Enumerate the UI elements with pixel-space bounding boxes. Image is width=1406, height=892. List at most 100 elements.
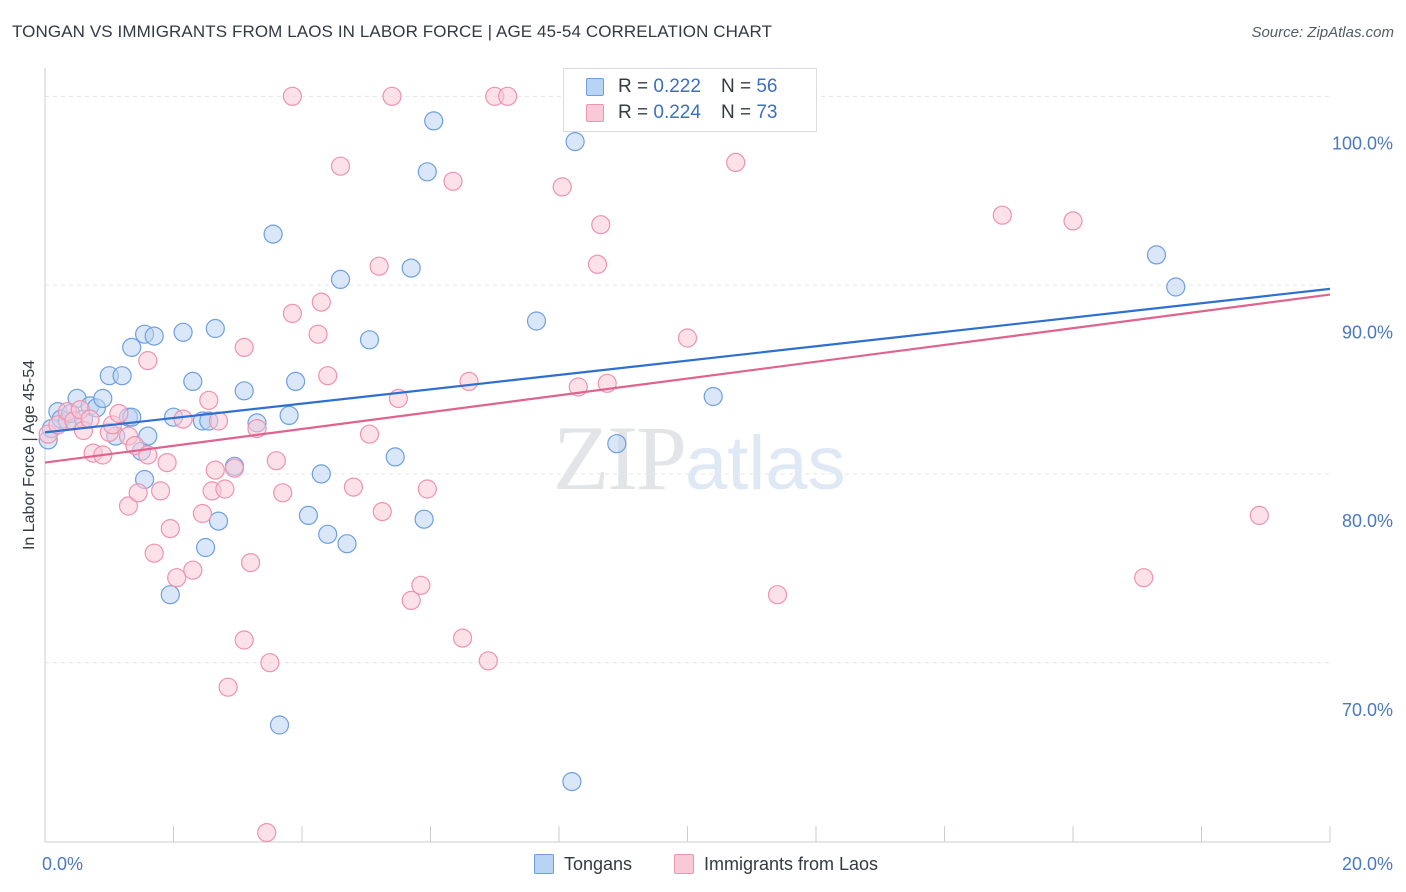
laos-point <box>359 424 380 444</box>
laos-point <box>260 653 280 673</box>
laos-point <box>308 324 328 344</box>
tongans-point <box>385 447 405 467</box>
tongans-point <box>205 318 225 339</box>
laos-point <box>157 453 177 473</box>
laos-point <box>128 483 148 503</box>
tongans-point <box>424 111 444 131</box>
laos-point <box>80 409 100 429</box>
tongans-point <box>269 715 290 735</box>
legend-swatch-laos <box>586 104 604 122</box>
laos-point <box>183 560 203 580</box>
laos-point <box>167 568 187 588</box>
y-axis-title: In Labor Force | Age 45-54 <box>21 360 38 550</box>
bottom-legend-swatch-laos <box>674 854 694 874</box>
laos-point <box>382 86 402 106</box>
laos-points <box>38 86 1269 843</box>
tongans-point <box>144 326 164 346</box>
tongans-point <box>173 322 193 342</box>
tongans-point <box>286 371 306 391</box>
tongans-point <box>1166 277 1186 297</box>
chart-title: TONGAN VS IMMIGRANTS FROM LAOS IN LABOR … <box>12 22 773 41</box>
laos-point <box>453 628 473 648</box>
laos-point <box>478 651 498 671</box>
laos-point <box>266 451 286 471</box>
laos-point <box>138 351 158 371</box>
laos-point <box>257 822 277 843</box>
laos-point <box>591 215 611 235</box>
laos-point <box>369 256 389 276</box>
x-tick-label: 0.0% <box>42 854 83 874</box>
tongans-point <box>263 224 283 244</box>
tongans-point <box>208 511 229 531</box>
bottom-legend-swatch-tongans <box>534 854 554 874</box>
laos-point <box>498 86 518 106</box>
legend-r-label: R = <box>618 102 649 123</box>
source-credit: Source: ZipAtlas.com <box>1251 24 1394 41</box>
laos-point <box>192 503 212 524</box>
laos-point <box>401 590 421 611</box>
laos-point <box>144 543 164 563</box>
legend-swatch-tongans <box>586 78 604 96</box>
laos-point <box>1134 568 1154 588</box>
laos-point <box>199 390 219 410</box>
y-tick-label: 90.0% <box>1342 322 1393 342</box>
tongans-point <box>311 464 331 484</box>
tongans-point <box>526 311 547 331</box>
laos-point <box>1249 505 1269 526</box>
laos-point <box>587 254 608 274</box>
laos-point <box>218 677 238 697</box>
legend-row-laos: R = 0.224 N = 73 <box>586 101 777 125</box>
tongans-point <box>93 388 113 408</box>
bottom-legend-label: Immigrants from Laos <box>704 853 879 874</box>
tick-labels: 100.0% 90.0% 80.0% 70.0% 0.0% 20.0% In Labor F… <box>21 134 1393 874</box>
laos-point <box>1063 211 1083 231</box>
laos-point <box>459 371 479 391</box>
laos-point <box>318 366 338 386</box>
tongans-point <box>112 366 132 386</box>
tongans-trend-line <box>44 287 1331 434</box>
x-tick-label: 20.0% <box>1342 854 1393 874</box>
legend-n-label: N = <box>720 76 752 97</box>
tongans-point <box>234 381 254 401</box>
laos-point <box>234 630 254 650</box>
tongans-point <box>330 269 351 289</box>
laos-point <box>173 409 193 429</box>
laos-point <box>411 575 431 595</box>
axes <box>44 68 1331 843</box>
y-tick-label: 70.0% <box>1342 700 1393 720</box>
tongans-point <box>703 386 723 407</box>
laos-point <box>109 403 129 424</box>
watermark: ZIPatlas <box>553 405 846 511</box>
laos-point <box>215 479 235 499</box>
trend-lines <box>44 287 1331 464</box>
laos-point <box>443 171 463 191</box>
tongans-point <box>565 132 585 152</box>
legend-n-label: N = <box>720 102 752 123</box>
laos-point <box>417 479 437 499</box>
laos-trend-line <box>44 293 1331 464</box>
laos-point <box>234 337 254 357</box>
legend-row-tongans: R = 0.222 N = 56 <box>586 75 777 99</box>
tongans-point <box>318 524 338 544</box>
laos-point <box>311 292 331 312</box>
bottom-legend-label: Tongans <box>564 853 633 874</box>
tongans-point <box>298 505 318 526</box>
tongans-points <box>38 111 1186 792</box>
tongans-point <box>359 330 380 350</box>
laos-point <box>677 328 698 348</box>
legend-r-value: 0.222 <box>653 76 701 97</box>
tongans-point <box>417 162 437 182</box>
watermark-atlas: atlas <box>685 421 846 506</box>
laos-point <box>282 303 302 323</box>
legend-n-value: 56 <box>756 76 778 97</box>
y-tick-label: 100.0% <box>1332 134 1393 154</box>
tongans-point <box>183 371 203 391</box>
tongans-point <box>562 771 582 792</box>
tongans-point <box>337 534 357 554</box>
tongans-point <box>122 337 142 357</box>
tongans-point <box>138 426 158 446</box>
laos-point <box>992 205 1012 225</box>
laos-point <box>273 483 293 503</box>
laos-point <box>224 458 245 478</box>
tongans-point <box>196 537 216 558</box>
